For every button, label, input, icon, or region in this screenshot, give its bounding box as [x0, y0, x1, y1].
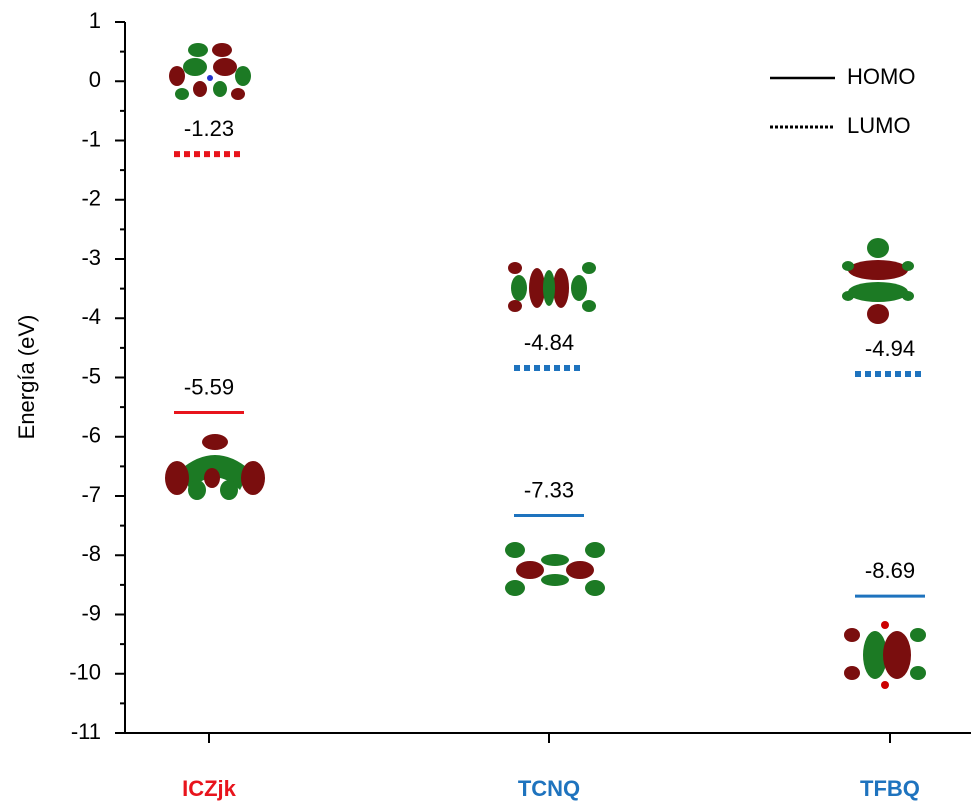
y-tick-label: -5 — [81, 363, 101, 388]
y-tick-label: -11 — [71, 719, 101, 744]
value-label: -8.69 — [865, 558, 915, 583]
y-tick-label: 0 — [89, 67, 101, 92]
y-tick-label: -4 — [81, 304, 101, 329]
orbital — [844, 621, 926, 689]
y-tick-label: -1 — [81, 126, 101, 151]
value-label: -1.23 — [184, 116, 234, 141]
x-tick-label: TFBQ — [860, 776, 920, 801]
y-tick-label: -9 — [81, 600, 101, 625]
orbital — [165, 434, 265, 500]
value-label: -4.94 — [865, 336, 915, 361]
x-tick-label: TCNQ — [518, 776, 580, 801]
y-tick-label: -3 — [81, 245, 101, 270]
orbital — [842, 238, 914, 324]
y-tick-label: 1 — [89, 8, 101, 33]
orbital-images — [165, 43, 926, 689]
y-tick-label: -10 — [69, 660, 101, 685]
value-label: -7.33 — [524, 477, 574, 502]
y-tick-label: -8 — [81, 541, 101, 566]
x-tick-label: ICZjk — [182, 776, 237, 801]
y-tick-label: -7 — [81, 482, 101, 507]
orbital — [169, 43, 251, 100]
legend-label: LUMO — [847, 113, 911, 138]
y-tick-label: -2 — [81, 186, 101, 211]
legend-label: HOMO — [847, 64, 915, 89]
orbital — [508, 262, 596, 312]
value-label: -5.59 — [184, 374, 234, 399]
value-label: -4.84 — [524, 330, 574, 355]
orbital — [505, 542, 605, 596]
y-axis-label: Energía (eV) — [14, 315, 39, 440]
y-tick-label: -6 — [81, 423, 101, 448]
